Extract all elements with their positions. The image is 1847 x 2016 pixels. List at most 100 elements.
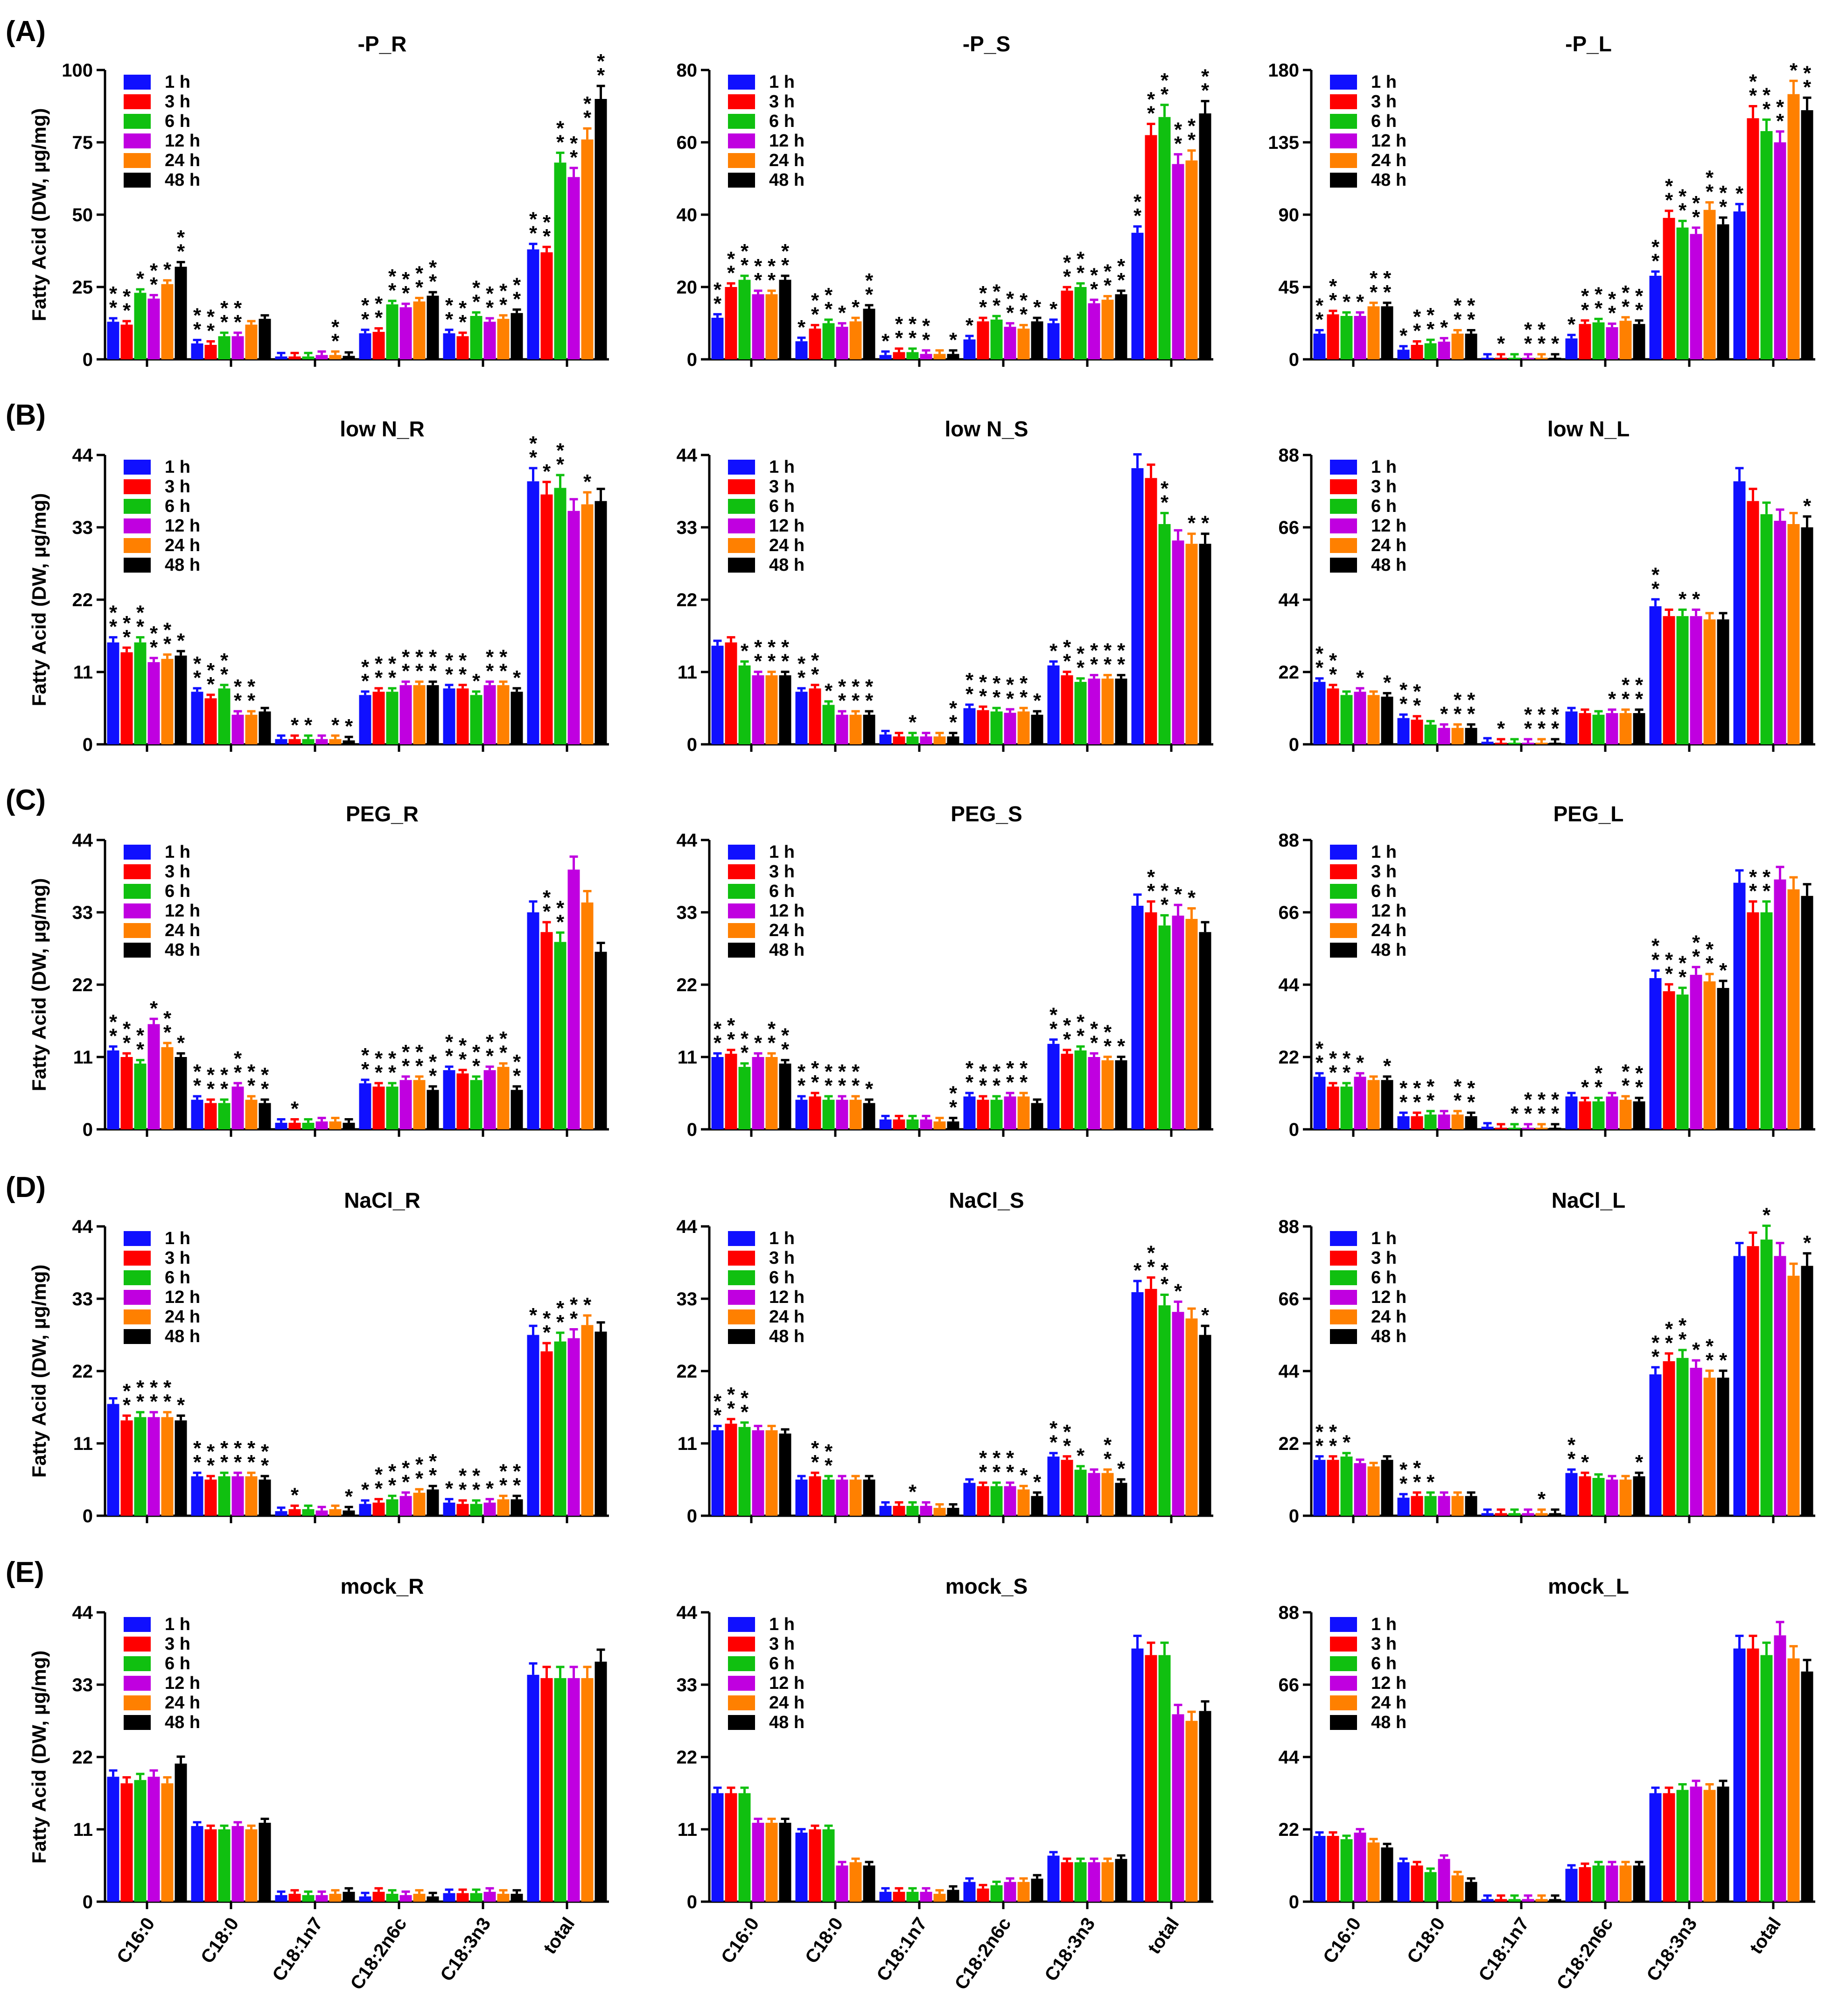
significance-star: * <box>949 1082 958 1105</box>
bar-48h-C16:0 <box>1381 1080 1393 1129</box>
bar-12h-C18:1n7 <box>920 736 932 744</box>
bar-6h-C18:3n3 <box>470 1893 483 1902</box>
significance-star: * <box>472 1464 481 1487</box>
bar-12h-C18:3n3 <box>483 1070 496 1129</box>
significance-star: * <box>1315 1037 1324 1060</box>
bar-12h-C18:3n3 <box>1690 1367 1702 1516</box>
significance-star: * <box>1608 688 1616 711</box>
significance-star: * <box>1581 299 1589 322</box>
significance-star: * <box>1622 688 1630 711</box>
bar-12h-C18:0 <box>836 714 848 744</box>
significance-star: * <box>150 1390 158 1413</box>
bar-48h-C18:0 <box>1465 1116 1477 1129</box>
legend-swatch <box>124 1251 151 1266</box>
significance-star: * <box>429 1064 437 1087</box>
legend-swatch <box>1330 1637 1357 1652</box>
bar-1h-total <box>1131 1292 1144 1516</box>
significance-star: * <box>109 1010 118 1033</box>
bar-1h-C16:0 <box>107 1404 119 1516</box>
bar-12h-C18:2n6c <box>1606 1865 1618 1902</box>
significance-star: * <box>1551 1102 1560 1125</box>
significance-star: * <box>163 1390 172 1413</box>
significance-star: * <box>1329 1061 1337 1084</box>
significance-star: * <box>1329 649 1337 672</box>
y-tick-label: 44 <box>72 1603 93 1623</box>
significance-star: * <box>1538 1488 1546 1511</box>
row-label: (A) <box>6 15 46 48</box>
significance-star: * <box>583 470 592 493</box>
significance-star: * <box>1776 110 1784 133</box>
panel-title: low N_L <box>1547 417 1630 441</box>
legend-swatch <box>124 1329 151 1344</box>
significance-star: * <box>768 255 776 278</box>
bar-24h-C18:2n6c <box>413 685 426 744</box>
significance-star: * <box>1749 880 1757 903</box>
significance-star: * <box>865 269 874 292</box>
significance-star: * <box>499 646 508 669</box>
bar-3h-C16:0 <box>1327 314 1339 359</box>
significance-star: * <box>1635 299 1644 322</box>
bar-24h-C18:2n6c <box>1017 329 1030 359</box>
legend-label: 3 h <box>165 1248 190 1268</box>
significance-star: * <box>922 329 930 351</box>
bar-6h-C18:3n3 <box>1074 1470 1087 1516</box>
significance-star: * <box>1524 703 1532 726</box>
legend-swatch <box>728 94 755 109</box>
bar-12h-C16:0 <box>752 1057 764 1129</box>
x-tick-label: C18:3n3 <box>436 1914 495 1985</box>
significance-star: * <box>1719 959 1728 982</box>
significance-star: * <box>570 132 578 155</box>
significance-star: * <box>1706 938 1714 961</box>
y-tick-label: 33 <box>677 1675 698 1695</box>
significance-star: * <box>909 313 917 336</box>
significance-star: * <box>1104 1035 1112 1058</box>
legend-label: 1 h <box>1371 1615 1397 1634</box>
legend-label: 3 h <box>1371 862 1397 882</box>
significance-star: * <box>445 663 454 686</box>
bar-12h-C18:1n7 <box>315 1121 328 1129</box>
bar-48h-C18:2n6c <box>1031 714 1043 744</box>
bar-3h-C18:0 <box>809 329 821 359</box>
significance-star: * <box>965 669 974 692</box>
significance-star: * <box>123 612 131 635</box>
bar-48h-C18:3n3 <box>1717 619 1729 744</box>
bar-6h-C18:0 <box>822 1479 835 1516</box>
bar-12h-C18:1n7 <box>920 354 932 359</box>
significance-star: * <box>486 296 494 319</box>
bar-12h-C18:0 <box>1438 342 1450 359</box>
significance-star: * <box>1749 866 1757 889</box>
bar-1h-C18:1n7 <box>1481 1899 1494 1902</box>
significance-star: * <box>1665 1317 1673 1340</box>
bar-3h-total <box>1145 1288 1157 1516</box>
significance-star: * <box>1020 303 1028 326</box>
bar-48h-C16:0 <box>779 1822 791 1902</box>
bar-6h-C18:0 <box>218 1103 231 1129</box>
significance-star: * <box>388 1047 397 1070</box>
bar-24h-C18:0 <box>245 324 258 359</box>
significance-star: * <box>1006 301 1014 324</box>
bar-24h-C16:0 <box>765 1430 778 1516</box>
legend-label: 1 h <box>769 842 795 862</box>
significance-star: * <box>1020 1071 1028 1094</box>
bar-6h-C18:1n7 <box>302 356 315 359</box>
bar-1h-C18:2n6c <box>359 1504 371 1516</box>
bar-12h-total <box>1774 520 1786 744</box>
significance-star: * <box>1635 285 1644 308</box>
significance-star: * <box>838 301 847 324</box>
significance-star: * <box>1454 688 1462 711</box>
bar-1h-C16:0 <box>711 645 724 744</box>
significance-star: * <box>1790 59 1798 82</box>
bar-6h-C18:3n3 <box>1676 1358 1689 1516</box>
bar-12h-C16:0 <box>147 662 160 744</box>
significance-star: * <box>1315 643 1324 665</box>
significance-star: * <box>714 278 722 301</box>
significance-star: * <box>811 663 819 686</box>
y-tick-label: 0 <box>687 735 697 755</box>
legend-swatch <box>124 518 151 533</box>
legend-swatch <box>1330 1309 1357 1324</box>
bar-48h-C16:0 <box>779 675 791 744</box>
significance-star: * <box>1551 703 1560 726</box>
significance-star: * <box>1329 1047 1337 1070</box>
significance-star: * <box>1383 671 1392 694</box>
significance-star: * <box>1651 577 1660 600</box>
